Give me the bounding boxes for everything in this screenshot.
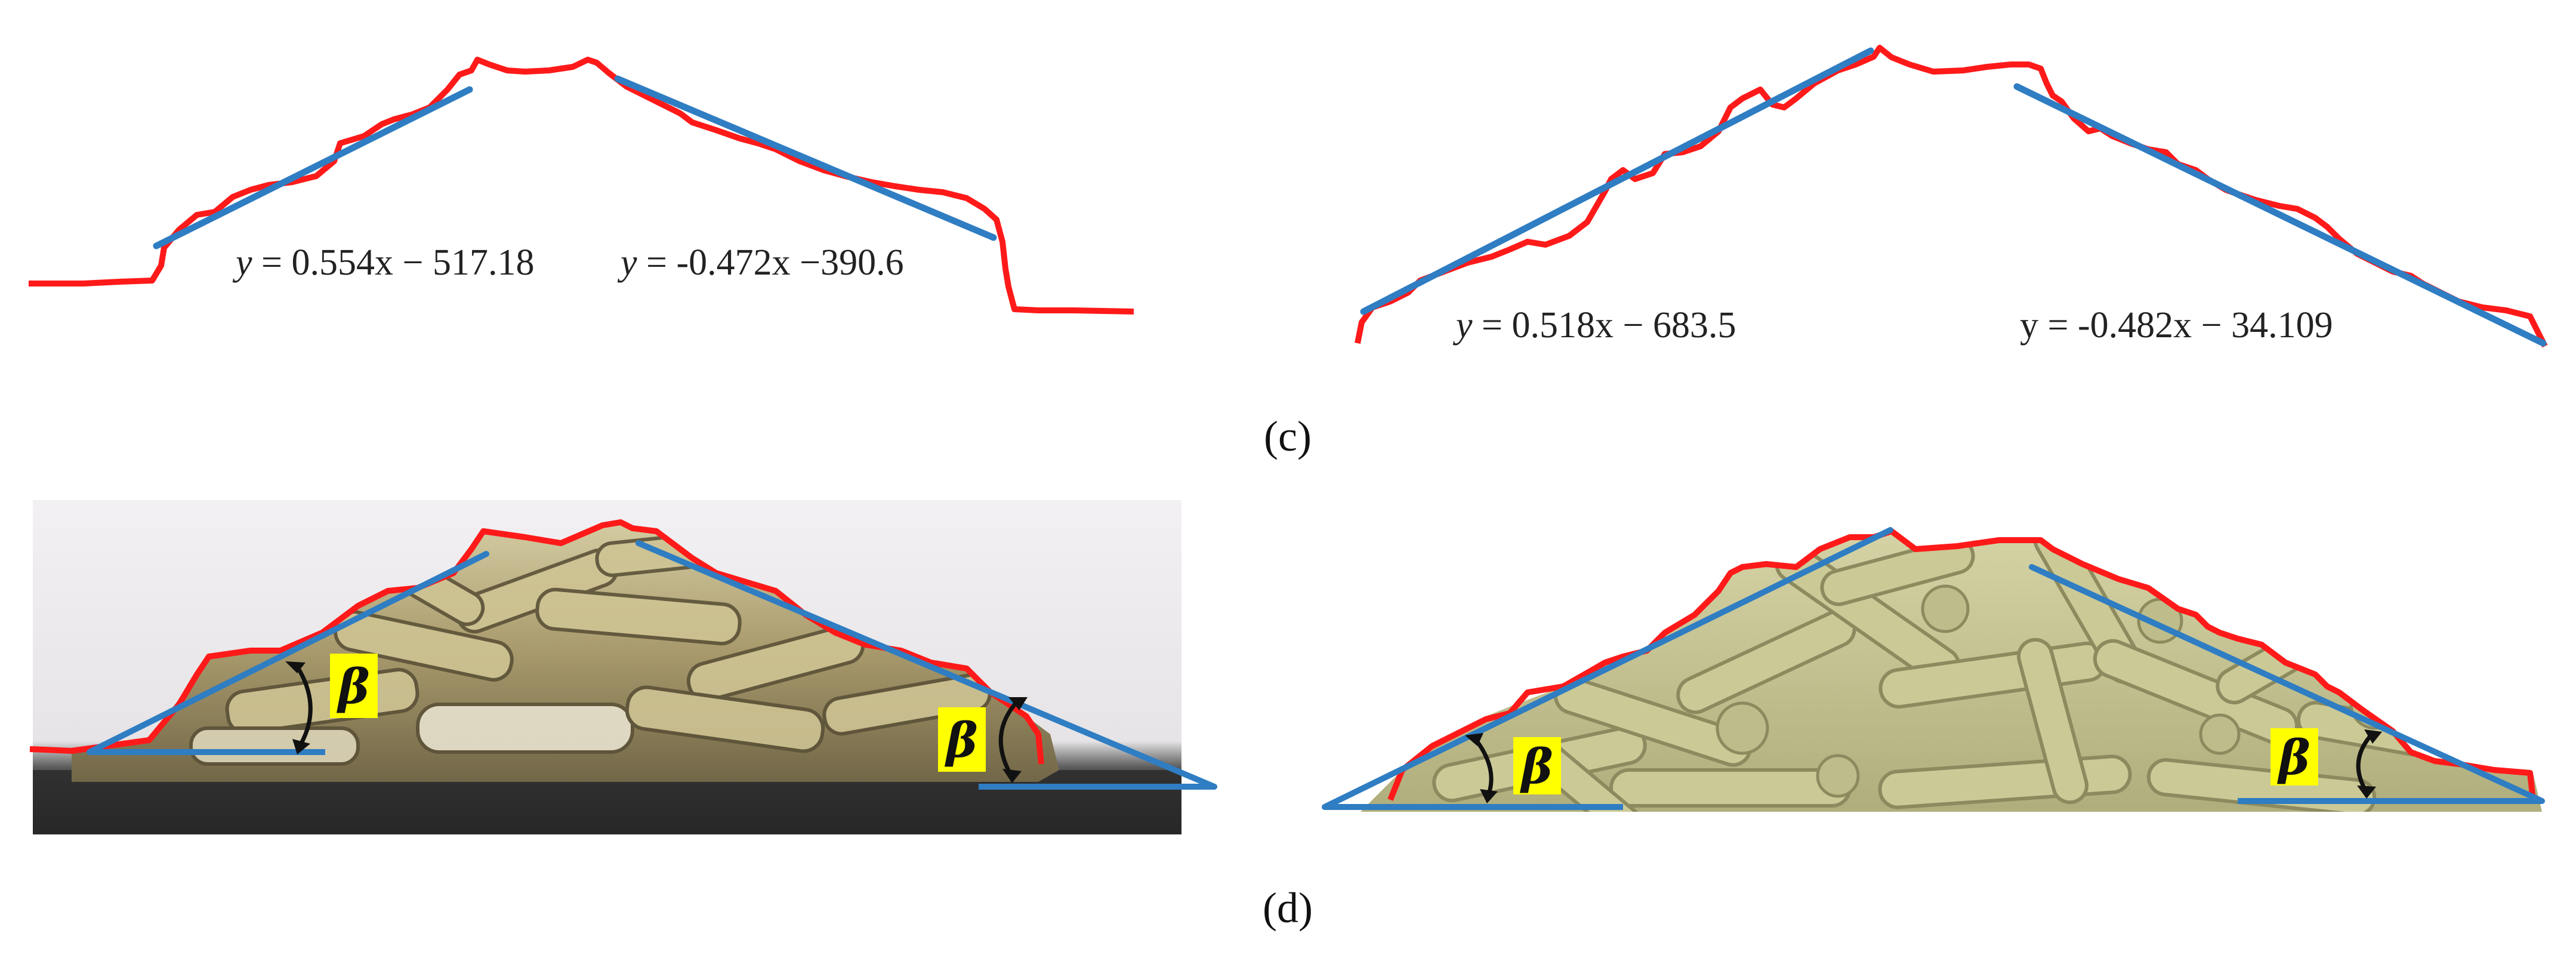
fit-line-rising: [1322, 527, 1893, 810]
fit-line-falling: [635, 540, 1217, 790]
angle-arrow-left-top: [285, 661, 306, 673]
angle-arrow-left-bottom: [1480, 789, 1498, 803]
pile-profile-curve: [1387, 528, 2536, 801]
panel-label-d: (d): [1263, 884, 1313, 932]
beta-label-box-right: [938, 707, 986, 772]
angle-arrow-right-bottom: [1002, 769, 1022, 783]
angle-arrow-right-top: [2364, 729, 2382, 744]
panel-label-c: (c): [1264, 412, 1312, 460]
pile-profile-curve: [29, 57, 1134, 315]
fit-line-rising: [87, 551, 489, 755]
angle-arc-left: [294, 663, 313, 744]
equation-left-falling: y = -0.472x −390.6: [617, 242, 904, 283]
fit-line-falling: [2029, 564, 2545, 804]
fit-line-rising: [1360, 47, 1874, 315]
angle-arrow-left-bottom: [292, 739, 310, 754]
panel-c-left-profile: y = 0.554x − 517.18 y = -0.472x −390.6: [29, 57, 1134, 315]
beta-symbol-right: β: [944, 712, 977, 768]
equation-left-rising: y = 0.554x − 517.18: [232, 242, 534, 283]
equation-right-falling: y = -0.482x − 34.109: [2020, 305, 2333, 346]
angle-arc-right: [2356, 732, 2374, 792]
fit-line-falling: [2013, 83, 2547, 347]
beta-symbol-left: β: [1519, 738, 1553, 794]
pile-profile-curve: [1355, 45, 2548, 348]
simulated-heap: [1361, 531, 2542, 812]
fit-line-rising: [153, 86, 473, 249]
panel-d-right-simulation: β β: [1322, 527, 2545, 812]
beta-symbol-right: β: [2276, 729, 2310, 785]
pile-profile-curve: [29, 519, 1044, 765]
equation-right-rising: y = 0.518x − 683.5: [1452, 305, 1736, 346]
angle-arrow-right-top: [1008, 697, 1028, 710]
angle-arrow-right-bottom: [2357, 785, 2376, 799]
panel-c-right-profile: y = 0.518x − 683.5 y = -0.482x − 34.109: [1355, 45, 2548, 348]
beta-symbol-left: β: [336, 658, 369, 714]
beta-label-box-left: [1513, 737, 1561, 794]
beta-label-box-right: [2270, 728, 2318, 785]
fit-line-falling: [614, 75, 997, 241]
panel-d-left-photo: β β: [29, 500, 1217, 834]
angle-arrow-left-top: [1465, 733, 1483, 746]
angle-arc-right: [998, 700, 1019, 777]
beta-label-box-left: [330, 654, 378, 718]
